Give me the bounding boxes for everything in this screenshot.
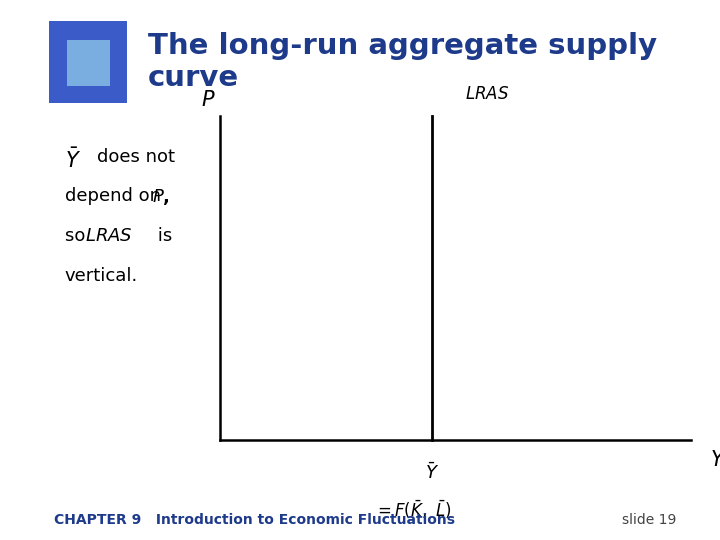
Text: $LRAS$: $LRAS$ xyxy=(465,85,509,103)
Text: slide 19: slide 19 xyxy=(622,512,677,526)
Text: so: so xyxy=(65,227,91,245)
Text: depend on: depend on xyxy=(65,187,166,205)
Bar xyxy=(67,40,109,86)
Text: $\bar{Y}$: $\bar{Y}$ xyxy=(425,463,439,483)
Text: $Y$: $Y$ xyxy=(710,450,720,470)
Text: $P$: $P$ xyxy=(201,90,215,110)
Text: CHAPTER 9   Introduction to Economic Fluctuations: CHAPTER 9 Introduction to Economic Fluct… xyxy=(54,512,455,526)
Text: $\bar{Y}$: $\bar{Y}$ xyxy=(65,147,81,172)
Text: The long-run aggregate supply: The long-run aggregate supply xyxy=(148,32,657,60)
Text: does not: does not xyxy=(97,147,176,166)
Text: $= F(\bar{K},\ \bar{L})$: $= F(\bar{K},\ \bar{L})$ xyxy=(374,498,451,521)
Text: is: is xyxy=(151,227,172,245)
Text: $LRAS$: $LRAS$ xyxy=(85,227,132,245)
Text: vertical.: vertical. xyxy=(65,267,138,285)
Text: curve: curve xyxy=(148,64,239,92)
Bar xyxy=(50,21,127,103)
Text: $P$,: $P$, xyxy=(151,187,169,207)
